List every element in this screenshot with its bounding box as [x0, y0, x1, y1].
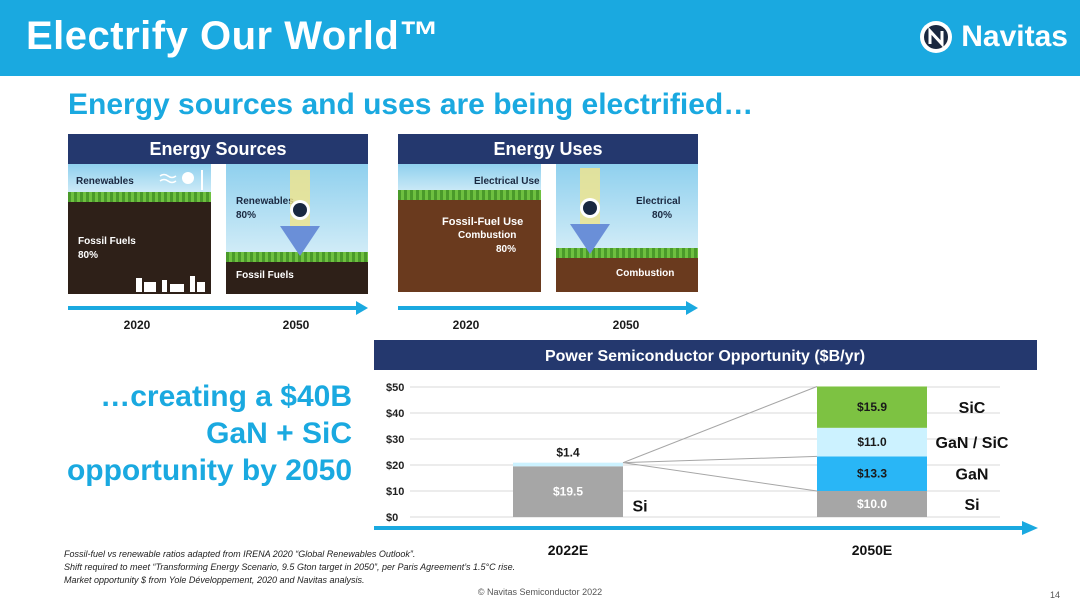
bar-segment-gan-sic-2022e: [513, 462, 623, 467]
category-label: 2022E: [548, 542, 588, 558]
y-tick-label: $40: [386, 408, 404, 420]
sources-2050-renewables-pct: 80%: [236, 210, 257, 221]
uses-2050-electrical-pct: 80%: [652, 210, 673, 221]
factory-icon: [136, 276, 205, 292]
down-arrow-icon: [570, 168, 610, 254]
bar-segment-gan-2050e: [817, 456, 927, 491]
y-tick-label: $50: [386, 382, 404, 394]
data-label: $15.9: [857, 400, 887, 414]
energy-uses-panel: Energy Uses: [398, 134, 698, 164]
uses-year-2020: 2020: [452, 318, 480, 332]
uses-2050-electrical-label: Electrical: [636, 196, 681, 207]
uses-2020-image: Electrical Use Fossil-Fuel Use Combustio…: [398, 164, 541, 292]
x-axis-arrow-head: [1022, 521, 1038, 535]
sources-2020-fossil-label: Fossil Fuels: [78, 236, 136, 247]
sources-2020-fossil-pct: 80%: [78, 250, 99, 261]
page-number: 14: [1049, 590, 1060, 600]
navitas-n-icon: [920, 21, 953, 53]
sources-2020-image: Renewables Fossil Fuels 80%: [68, 164, 211, 294]
header-banner: [0, 0, 1080, 76]
footnote-1: Fossil-fuel vs renewable ratios adapted …: [64, 549, 416, 559]
chart-title: Power Semiconductor Opportunity ($B/yr): [545, 348, 865, 365]
series-side-labels: Si GaN GaN / SiC SiC Si: [632, 400, 1008, 516]
y-tick-label: $0: [386, 512, 398, 524]
uses-year-2050: 2050: [612, 318, 640, 332]
category-label: 2050E: [852, 542, 892, 558]
slide-subtitle: Energy sources and uses are being electr…: [68, 88, 754, 121]
sources-arrow-head: [356, 301, 368, 315]
uses-2020-combustion-pct: 80%: [496, 244, 517, 255]
bar-segment-sic-2050e: [817, 386, 927, 428]
uses-arrow-head: [686, 301, 698, 315]
data-label: $13.3: [857, 467, 887, 481]
bar-segment-si-2022e: [513, 466, 623, 517]
slide-title: Electrify Our World™: [26, 14, 440, 58]
y-tick-label: $30: [386, 434, 404, 446]
callout-line-2: GaN + SiC: [206, 417, 352, 450]
sources-2050-renewables-label: Renewables: [236, 196, 294, 207]
sources-2020-renewables-label: Renewables: [76, 176, 134, 187]
uses-2050-combustion-label: Combustion: [616, 268, 675, 279]
connector-line: [622, 455, 818, 464]
x-axis-arrow-line: [374, 526, 1024, 530]
y-axis-ticks: $0 $10 $20 $30 $40 $50: [386, 382, 404, 524]
connector-line: [622, 386, 818, 464]
data-label: $11.0: [857, 435, 887, 449]
data-label: $10.0: [857, 497, 887, 511]
category-labels: 2022E 2050E: [548, 542, 892, 558]
data-label: $1.4: [556, 446, 580, 460]
callout-line-1: …creating a $40B: [100, 380, 352, 413]
series-label-si-2022: Si: [632, 499, 647, 516]
energy-sources-title: Energy Sources: [68, 134, 368, 164]
uses-2020-combustion-label: Combustion: [458, 230, 517, 241]
y-tick-label: $10: [386, 486, 404, 498]
uses-2020-fossil-use-label: Fossil-Fuel Use: [442, 216, 524, 228]
footnotes: Fossil-fuel vs renewable ratios adapted …: [64, 548, 515, 587]
sources-2050-fossil-label: Fossil Fuels: [236, 270, 294, 281]
sun-wind-icon: [159, 170, 203, 190]
copyright-footer: © Navitas Semiconductor 2022: [477, 587, 603, 597]
series-label: GaN: [956, 467, 989, 484]
energy-uses-title: Energy Uses: [398, 134, 698, 164]
y-tick-label: $20: [386, 460, 404, 472]
down-arrow-icon: [280, 170, 320, 256]
series-label: Si: [964, 497, 979, 514]
series-label: SiC: [959, 400, 986, 417]
connector-line: [622, 462, 818, 492]
sources-year-2050: 2050: [282, 318, 310, 332]
navitas-logo: Navitas: [919, 20, 1068, 54]
chart-title-bar: [374, 340, 1037, 370]
bar-segment-gan-sic-2050e: [817, 427, 927, 457]
uses-2020-electrical-label: Electrical Use: [474, 176, 540, 187]
energy-sources-panel: Energy Sources: [68, 134, 368, 164]
footnote-2: Shift required to meet “Transforming Ene…: [64, 562, 516, 572]
brand-name: Navitas: [961, 20, 1068, 53]
bar-segment-si-2050e: [817, 491, 927, 517]
sources-year-2020: 2020: [123, 318, 151, 332]
callout-line-3: opportunity by 2050: [66, 454, 352, 487]
sources-timeline-arrow: [68, 306, 358, 310]
series-label: GaN / SiC: [936, 435, 1009, 452]
bar-connectors: [622, 386, 818, 492]
uses-2050-image: Electrical 80% Combustion: [556, 164, 698, 292]
footnote-3: Market opportunity $ from Yole Développe…: [64, 575, 365, 585]
sources-2050-image: Renewables 80% Fossil Fuels: [226, 164, 368, 294]
uses-timeline-arrow: [398, 306, 688, 310]
chart-bars: $19.5 $1.4 $10.0 $13.3 $11.0 $15.9: [513, 386, 927, 517]
data-label: $19.5: [553, 485, 583, 499]
